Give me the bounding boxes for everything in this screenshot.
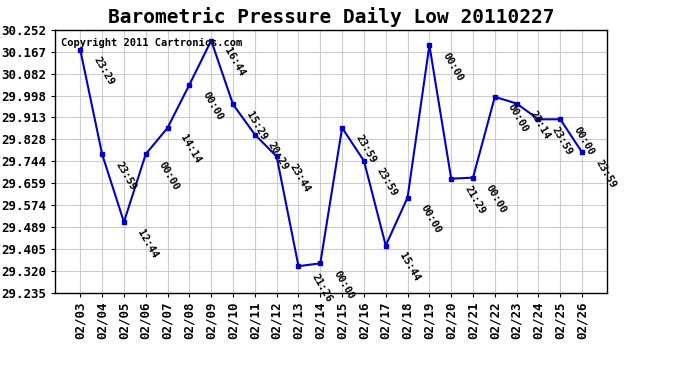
Text: 15:29: 15:29 [244,110,268,142]
Text: 00:00: 00:00 [484,183,509,215]
Text: 23:59: 23:59 [353,134,377,165]
Text: 23:29: 23:29 [91,56,116,87]
Text: 23:59: 23:59 [549,125,574,157]
Text: Copyright 2011 Cartronics.com: Copyright 2011 Cartronics.com [61,38,242,48]
Text: 23:59: 23:59 [113,160,137,192]
Text: 12:44: 12:44 [135,228,159,260]
Text: 23:14: 23:14 [528,109,552,141]
Text: 23:44: 23:44 [288,162,312,194]
Text: 00:00: 00:00 [201,90,225,122]
Text: 00:00: 00:00 [571,125,595,157]
Text: 23:59: 23:59 [375,166,400,198]
Title: Barometric Pressure Daily Low 20110227: Barometric Pressure Daily Low 20110227 [108,7,555,27]
Text: 16:44: 16:44 [222,46,246,78]
Text: 00:00: 00:00 [440,51,465,83]
Text: 20:29: 20:29 [266,140,290,172]
Text: 21:29: 21:29 [462,184,486,216]
Text: 00:00: 00:00 [419,203,443,235]
Text: 00:00: 00:00 [157,160,181,192]
Text: 15:44: 15:44 [397,251,421,283]
Text: 23:59: 23:59 [593,158,618,190]
Text: 00:00: 00:00 [331,269,355,301]
Text: 21:26: 21:26 [310,272,334,304]
Text: 14:14: 14:14 [179,134,203,165]
Text: 00:00: 00:00 [506,102,530,135]
